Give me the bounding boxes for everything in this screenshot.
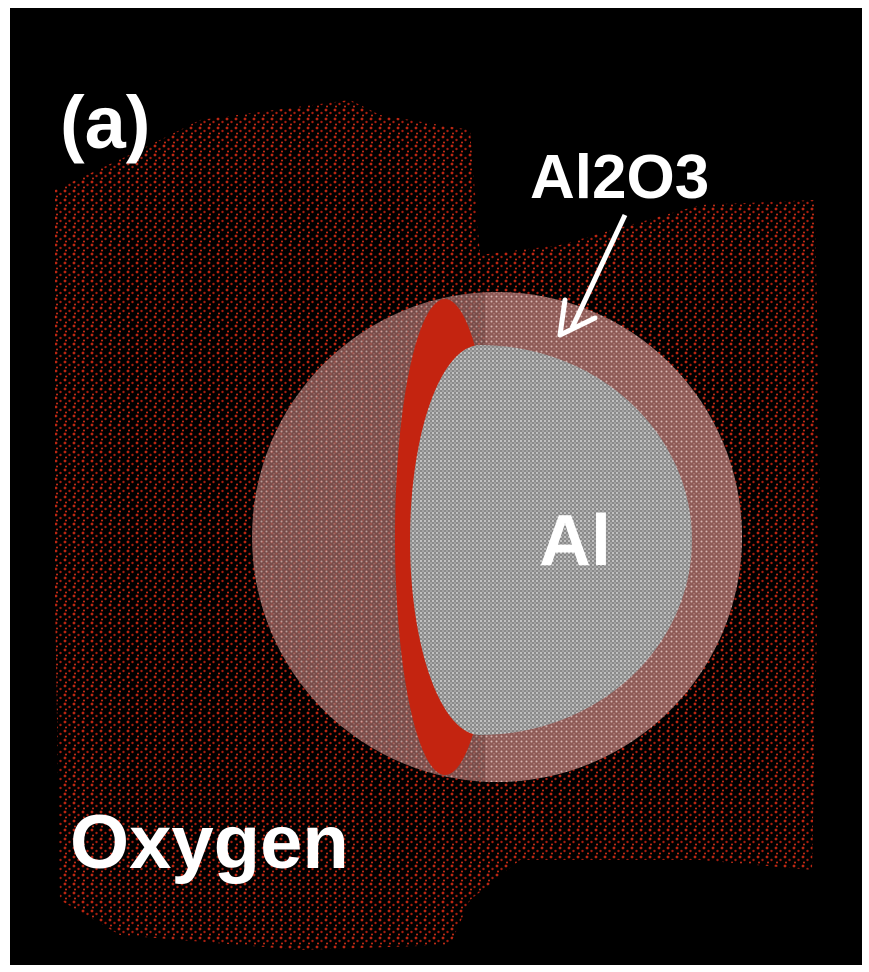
gas-label: Oxygen [70,800,349,885]
figure: (a) Al2O3 Al Oxygen [0,0,869,972]
shell-label: Al2O3 [530,143,709,212]
core-label: Al [539,501,611,581]
panel-label: (a) [60,81,150,164]
